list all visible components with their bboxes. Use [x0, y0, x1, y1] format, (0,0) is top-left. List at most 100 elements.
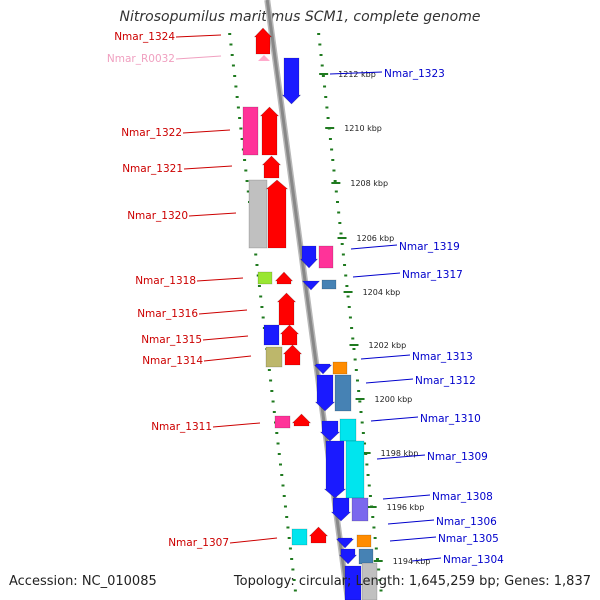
scale-tick-label: 1212 kbp: [338, 70, 376, 79]
right-label-leader: [376, 454, 426, 460]
gene-block: [318, 245, 334, 269]
left-label-leader: [198, 309, 248, 315]
gene-arrow: [274, 271, 294, 285]
scale-tick-label: 1210 kbp: [344, 124, 382, 133]
scale-tick-label: 1200 kbp: [375, 395, 413, 404]
gene-arrow: [319, 420, 341, 442]
rna-feature: [258, 55, 270, 61]
gene-block: [339, 418, 357, 442]
gene-arrow: [281, 57, 302, 105]
gene-arrow: [308, 526, 329, 544]
gene-block: [345, 440, 365, 499]
gene-arrow: [276, 292, 297, 326]
gene-block: [351, 497, 369, 522]
right-gene-label: Nmar_1310: [420, 413, 481, 425]
gene-block: [263, 324, 280, 346]
gene-features: [242, 27, 378, 600]
right-label-leader: [387, 519, 435, 525]
left-gene-label: Nmar_1307: [168, 537, 229, 549]
gene-block: [265, 346, 283, 368]
gene-arrow: [313, 363, 333, 375]
gene-block: [321, 279, 337, 290]
right-label-leader: [411, 557, 442, 562]
right-label-leader: [365, 378, 414, 384]
gene-arrow: [301, 280, 321, 291]
scale-tick-label: 1198 kbp: [381, 449, 419, 458]
gene-labels: Nmar_1324 Nmar_R0032 Nmar_1322 Nmar_1321 Nma…: [107, 31, 504, 566]
gene-arrow: [253, 27, 273, 55]
right-label-leader: [360, 354, 411, 360]
gene-block: [257, 271, 273, 285]
left-gene-label: Nmar_1314: [142, 355, 203, 367]
right-label-leader: [350, 244, 398, 250]
left-label-leader: [188, 212, 237, 217]
scale-tick-label: 1194 kbp: [393, 557, 431, 566]
gene-arrow: [261, 155, 282, 179]
scale-tick-label: 1204 kbp: [363, 288, 401, 297]
right-gene-label: Nmar_1317: [402, 269, 463, 281]
left-label-leader: [212, 422, 261, 428]
gene-block: [332, 361, 348, 375]
kbp-ruler: 1212 kbp 1210 kbp 1208 kbp 1206 kbp 1204 kbp…: [228, 33, 431, 592]
right-gene-label: Nmar_1308: [432, 491, 493, 503]
right-label-leader: [352, 272, 401, 278]
left-label-leader: [175, 34, 222, 38]
scale-tick-label: 1206 kbp: [357, 234, 395, 243]
left-label-leader: [203, 355, 252, 362]
gene-arrow: [314, 374, 336, 412]
accession-label: Accession: NC_010085: [9, 574, 157, 589]
topology-label: Topology: circular; Length: 1,645,259 bp…: [233, 574, 591, 589]
right-label-leader: [389, 536, 437, 542]
gene-block: [356, 534, 372, 548]
left-label-leader: [182, 129, 231, 134]
left-gene-label: Nmar_1315: [141, 334, 202, 346]
left-gene-label: Nmar_1316: [137, 308, 198, 320]
gene-block: [361, 562, 378, 600]
gene-arrow: [265, 179, 289, 249]
gene-block: [242, 106, 259, 156]
gene-arrow: [259, 106, 280, 156]
left-label-leader: [196, 277, 244, 282]
gene-block: [334, 374, 352, 412]
left-gene-label: Nmar_1324: [114, 31, 175, 43]
left-label-leader: [183, 165, 233, 170]
scale-tick-label: 1202 kbp: [369, 341, 407, 350]
gene-block: [248, 179, 268, 249]
right-gene-label: Nmar_1312: [415, 375, 476, 387]
gene-block: [344, 565, 362, 600]
left-gene-label: Nmar_1320: [127, 210, 188, 222]
right-gene-label: Nmar_1323: [384, 68, 445, 80]
gene-arrow: [299, 245, 319, 269]
gene-arrow: [335, 537, 355, 549]
gene-arrow: [323, 440, 347, 499]
scale-tick-label: 1208 kbp: [350, 179, 388, 188]
right-gene-label: Nmar_1306: [436, 516, 497, 528]
right-gene-label: Nmar_1319: [399, 241, 460, 253]
right-gene-label: Nmar_1304: [443, 554, 504, 566]
left-label-leader: [175, 55, 222, 60]
left-gene-label: Nmar_1321: [122, 163, 183, 175]
scale-tick-label: 1196 kbp: [387, 503, 425, 512]
gene-arrow: [338, 548, 358, 565]
right-label-leader: [382, 494, 431, 500]
gene-arrow: [282, 344, 303, 366]
left-label-leader: [229, 537, 278, 544]
left-gene-label: Nmar_1318: [135, 275, 196, 287]
right-gene-label: Nmar_1309: [427, 451, 488, 463]
map-title: Nitrosopumilus maritimus SCM1, complete …: [119, 9, 481, 25]
left-gene-label: Nmar_1311: [151, 421, 212, 433]
right-label-leader: [329, 71, 383, 75]
right-gene-label: Nmar_1313: [412, 351, 473, 363]
gene-arrow: [330, 497, 352, 522]
left-gene-label: Nmar_R0032: [107, 53, 175, 65]
left-label-leader: [202, 335, 249, 341]
right-label-leader: [370, 416, 419, 422]
gene-block: [274, 415, 291, 429]
gene-block: [358, 548, 374, 565]
left-gene-label: Nmar_1322: [121, 127, 182, 139]
right-gene-label: Nmar_1305: [438, 533, 499, 545]
gene-arrow: [279, 324, 300, 346]
gene-arrow: [291, 413, 312, 427]
gene-block: [291, 528, 308, 546]
